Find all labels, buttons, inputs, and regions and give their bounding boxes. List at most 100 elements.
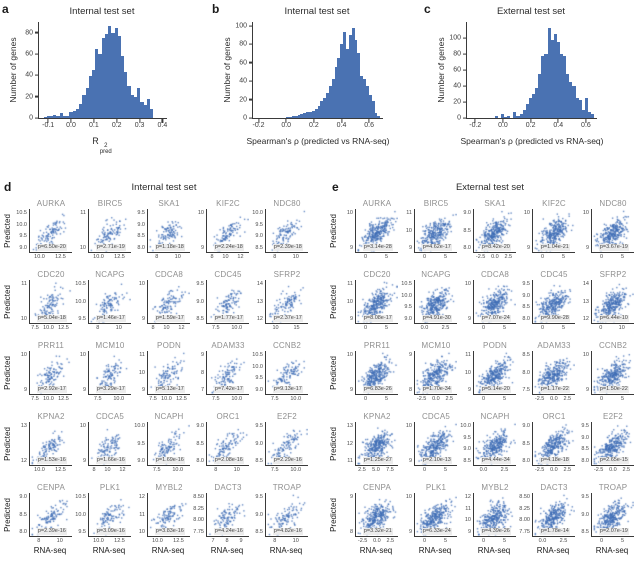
x-tick-label: 15 — [293, 325, 300, 331]
x-tick-label: 7.5 — [31, 396, 39, 402]
y-tick-label: 10 — [405, 227, 412, 234]
gene-title: KIF2C — [542, 199, 566, 208]
y-tick-label: 9 — [408, 352, 412, 358]
p-value-label: p=8.42e-20 — [480, 244, 511, 251]
y-tick-mark — [248, 62, 252, 64]
x-tick-label: 5 — [384, 325, 389, 331]
y-tick-labels: 9.5 9.0 8.5 8.0 — [576, 422, 591, 466]
x-tick-labels: -2.5 0.0 2.5 — [414, 395, 456, 403]
y-tick-label: 9 — [467, 387, 471, 393]
y-tick-label: 9 — [141, 316, 145, 322]
y-tick-label: 8.5 — [255, 529, 263, 535]
y-tick-label: 40 — [239, 77, 247, 85]
scatter-cell: CCNB2 10 9 p=1.50e-22 0 5 — [576, 341, 635, 403]
gene-title: KPNA2 — [363, 412, 391, 421]
histogram-bar — [66, 115, 70, 118]
gene-title: ADAM33 — [537, 341, 571, 350]
scatter-plot-body: 10 9 p=2.92e-17 — [14, 351, 73, 395]
y-tick-label: 10.5 — [16, 210, 27, 216]
y-tick-labels: 11 10 9 — [340, 280, 355, 324]
panel-letter-b: b — [212, 2, 220, 16]
p-value-label: p=6.44e-10 — [598, 315, 629, 322]
x-tick-labels: 10.0 12.5 — [29, 466, 71, 474]
gene-title: CDC45 — [540, 270, 568, 279]
scatter-plot-body: 11 10 p=2.71e-19 — [73, 209, 132, 253]
plot-area: p=3.14e-28 — [355, 209, 398, 253]
y-tick-label: 9.5 — [255, 375, 263, 382]
gene-title: E2F2 — [277, 412, 297, 421]
y-tick-label: 10.0 — [460, 423, 471, 429]
gene-title: CDC20 — [363, 270, 391, 279]
y-tick-label: 10 — [405, 423, 412, 429]
p-value-label: p=2.39e-16 — [36, 528, 67, 535]
histogram-bar — [294, 116, 298, 118]
scatter-plot-body: 14 13 12 p=2.37e-17 — [250, 280, 309, 324]
x-tick-label: 0.4 — [553, 122, 564, 129]
x-tick-label: 0.6 — [581, 122, 591, 129]
histogram-bar — [101, 38, 105, 118]
p-value-label: p=1.77e-17 — [213, 315, 244, 322]
gene-title: MYBL2 — [155, 483, 183, 492]
y-tick-label: 11 — [139, 352, 145, 358]
plot-area: p=1.69e-16 — [147, 422, 190, 466]
y-tick-label: 10 — [20, 352, 27, 358]
scatter-cell: E2F2 9.5 9.0 8.5 8.0 p=2.65e-15 -2.5 0.0 2.5 — [576, 412, 635, 474]
x-tick-labels: 8 10 — [29, 537, 71, 545]
y-tick-label: 11 — [347, 458, 353, 464]
x-tick-label: 5 — [384, 254, 389, 260]
plot-area: p=2.37e-17 — [265, 280, 308, 324]
x-tick-labels: 0.0 2.5 — [414, 324, 456, 332]
y-tick-labels: 10.0 9.5 9.0 8.5 — [250, 209, 265, 253]
x-tick-label: 10.0 — [231, 396, 243, 402]
histogram-bar — [566, 74, 570, 118]
y-axis-label: Predicted — [328, 209, 340, 253]
y-tick-label: 8.0 — [522, 369, 530, 376]
x-tick-label: -2.5 — [416, 396, 427, 402]
y-tick-labels: 10.5 10.0 9.5 9.0 — [14, 209, 29, 253]
scatter-cell: NCAPG 10.5 10.0 9.5 9.0 p=4.91e-30 0.0 2.5 — [399, 270, 458, 332]
scatter-plot-body: 10.0 9.5 9.0 8.5 p=4.44e-34 — [458, 422, 517, 466]
x-tick-mark — [557, 119, 559, 123]
y-tick-label: 10.0 — [252, 363, 263, 370]
gene-title: CENPA — [37, 483, 65, 492]
panel-e: e External test set Predicted AURKA 10 9 p=3… — [328, 166, 640, 564]
p-value-label: p=5.13e-17 — [154, 386, 185, 393]
histogram-bar — [311, 110, 315, 118]
y-tick-label: 100 — [449, 34, 461, 42]
plot-area: p=2.10e-13 — [414, 422, 457, 466]
plot-area: p=3.09e-16 — [88, 493, 131, 537]
histogram-bar — [360, 76, 364, 118]
y-tick-label: 8.25 — [519, 505, 530, 512]
histogram-bar — [88, 76, 92, 118]
y-tick-labels: 13 12 — [14, 422, 29, 466]
y-tick-label: 10.0 — [75, 298, 86, 305]
x-axis-label: RNA-seq — [151, 546, 185, 555]
x-tick-label: 7.5 — [152, 467, 161, 473]
scatter-plot-body: 9.0 8.5 8.0 p=2.08e-16 — [191, 422, 250, 466]
y-tick-label: 8.5 — [581, 446, 589, 453]
histogram-bar — [578, 100, 582, 118]
y-tick-mark — [462, 53, 466, 55]
y-tick-label: 10 — [346, 210, 353, 216]
plot-area: p=3.67e-19 — [591, 209, 634, 253]
histogram-bar — [328, 85, 332, 118]
scatter-plot-body: 8.50 8.25 8.00 7.75 p=1.78e-14 — [517, 493, 576, 537]
x-tick-labels: 7.5 10.0 — [88, 395, 130, 403]
y-tick-label: 8.5 — [196, 440, 204, 447]
x-tick-label: 0 — [422, 254, 427, 260]
x-tick-label: 0.0 — [432, 396, 440, 402]
histogram-bar — [556, 42, 560, 118]
y-tick-label: 80 — [25, 29, 33, 37]
scatter-plot-body: 11 10 9 p=4.62e-17 — [399, 209, 458, 253]
plot-area: p=2.24e-18 — [206, 209, 249, 253]
plot-area: p=2.39e-18 — [265, 209, 308, 253]
y-tick-labels: 10.0 9.5 9.0 — [132, 422, 147, 466]
panel-c: c External test set Number of genes 0 20 4… — [424, 2, 638, 162]
scatter-plot-body: 14 13 12 p=6.44e-10 — [576, 280, 635, 324]
scatter-cell: MYBL2 12 11 10 p=3.83e-16 10.0 12.5 RNA-seq — [132, 483, 191, 555]
y-tick-labels: 10 9 — [14, 351, 29, 395]
histogram-bar — [354, 39, 358, 118]
